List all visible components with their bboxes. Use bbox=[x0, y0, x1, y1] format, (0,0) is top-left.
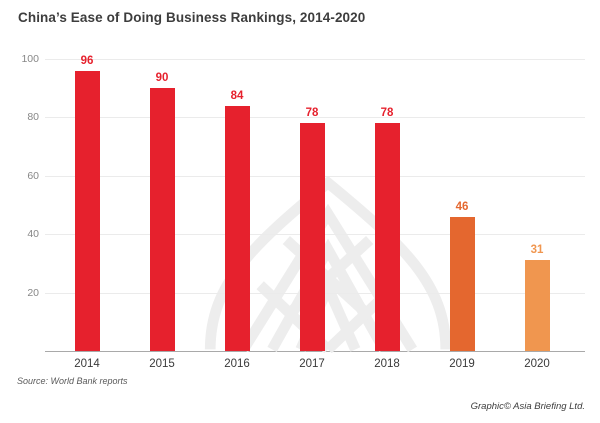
bar-2020 bbox=[524, 260, 550, 351]
bar-2019 bbox=[449, 216, 475, 351]
source-note: Source: World Bank reports bbox=[17, 376, 128, 386]
y-axis-label-20: 20 bbox=[27, 286, 39, 299]
x-axis-label-2014: 2014 bbox=[74, 358, 100, 370]
bar-value-label-2018: 78 bbox=[380, 107, 394, 120]
x-axis-label-2020: 2020 bbox=[524, 358, 550, 370]
bar-value-label-2019: 46 bbox=[455, 200, 469, 213]
x-axis-label-2016: 2016 bbox=[224, 358, 250, 370]
bar-value-label-2014: 96 bbox=[80, 54, 94, 67]
bar-value-label-2015: 90 bbox=[155, 72, 169, 85]
chart-title: China’s Ease of Doing Business Rankings,… bbox=[18, 10, 366, 25]
x-axis-label-2018: 2018 bbox=[374, 358, 400, 370]
bar-2014 bbox=[74, 70, 100, 351]
plot-area: 100 80 60 40 20 96 90 84 78 78 46 31 2014 2015 2016 2… bbox=[21, 53, 585, 370]
bar-2018 bbox=[374, 123, 400, 351]
gridline-100 bbox=[45, 59, 585, 60]
bar-value-label-2020: 31 bbox=[530, 244, 544, 257]
x-axis-label-2019: 2019 bbox=[449, 358, 475, 370]
gridline-80 bbox=[45, 117, 585, 119]
bar-2015 bbox=[149, 88, 175, 351]
bar-value-label-2017: 78 bbox=[305, 107, 319, 120]
x-axis-label-2017: 2017 bbox=[299, 358, 325, 370]
y-axis-label-60: 60 bbox=[27, 169, 39, 182]
bar-value-label-2016: 84 bbox=[230, 89, 244, 102]
y-axis-label-40: 40 bbox=[27, 228, 39, 241]
y-axis-label-80: 80 bbox=[27, 111, 39, 124]
credit-note: Graphic© Asia Briefing Ltd. bbox=[470, 401, 585, 412]
x-axis-label-2015: 2015 bbox=[149, 358, 175, 370]
y-axis-label-100: 100 bbox=[21, 53, 39, 65]
bar-2017 bbox=[299, 123, 325, 351]
bar-2016 bbox=[224, 105, 250, 351]
